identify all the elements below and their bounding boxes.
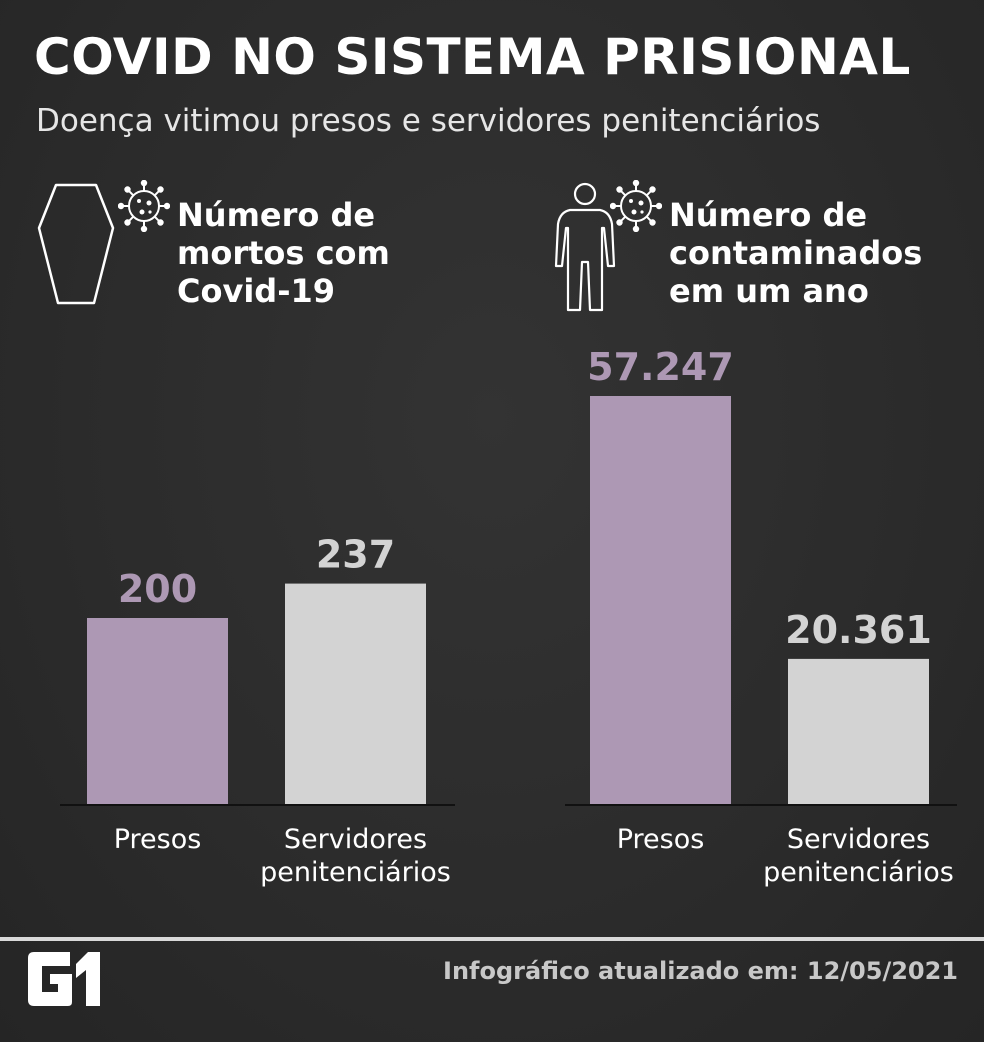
g1-logo — [24, 950, 104, 1012]
data-label: 20.361 — [785, 608, 932, 652]
bar-infections-servidores — [788, 658, 929, 804]
panel-title-infections: Número de contaminados em um ano — [669, 196, 922, 310]
panel-title-line: Número de — [669, 196, 868, 234]
category-label: penitenciários — [260, 857, 451, 888]
footer-divider — [0, 937, 984, 941]
category-label: Servidores — [787, 824, 930, 855]
virus-icon — [117, 179, 171, 236]
coffin-icon — [36, 182, 116, 310]
bar-deaths-servidores — [285, 583, 426, 804]
category-label: penitenciários — [763, 857, 954, 888]
data-label: 57.247 — [587, 345, 734, 389]
panel-title-line: em um ano — [669, 272, 869, 310]
panel-title-line: Covid-19 — [177, 272, 336, 310]
bar-infections-presos — [590, 396, 731, 804]
panel-title-line: Número de — [177, 196, 376, 234]
category-label: Presos — [114, 824, 202, 855]
data-label: 237 — [316, 533, 395, 577]
bar-charts: 200Presos237Servidorespenitenciários57.2… — [60, 345, 957, 888]
panel-title-line: mortos com — [177, 234, 390, 272]
page-subtitle: Doença vitimou presos e servidores penit… — [36, 103, 821, 139]
bar-deaths-presos — [87, 618, 228, 804]
update-date: Infográfico atualizado em: 12/05/2021 — [443, 957, 958, 985]
person-icon — [554, 182, 616, 318]
virus-icon — [609, 179, 663, 236]
category-label: Servidores — [284, 824, 427, 855]
panel-title-deaths: Número de mortos com Covid-19 — [177, 196, 390, 310]
panel-title-line: contaminados — [669, 234, 923, 272]
data-label: 200 — [118, 567, 197, 611]
category-label: Presos — [617, 824, 705, 855]
page-title: COVID NO SISTEMA PRISIONAL — [34, 28, 911, 86]
